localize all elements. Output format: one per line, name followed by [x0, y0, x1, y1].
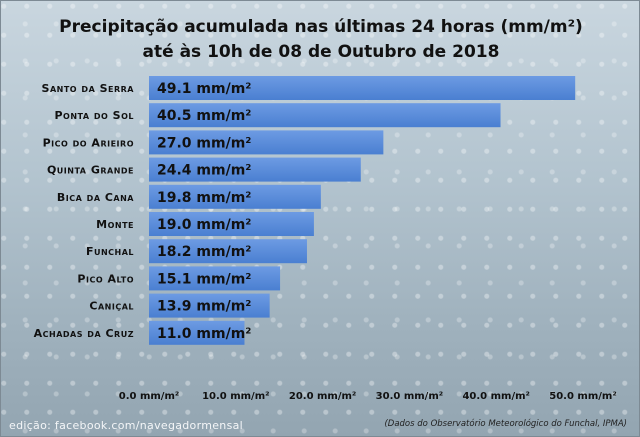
x-tick-label-5: 50.0 mm/m²: [549, 391, 616, 402]
bar-4: [149, 184, 321, 209]
data-label-5: 19.0 mm/m²: [157, 217, 251, 233]
bar-2: [149, 130, 384, 155]
category-label-9: Achadas da Cruz: [34, 327, 134, 340]
category-label-1: Ponta do Sol: [54, 109, 134, 122]
bar-3: [149, 157, 361, 182]
category-label-4: Bica da Cana: [57, 191, 134, 204]
x-tick-label-3: 30.0 mm/m²: [376, 391, 443, 402]
data-label-9: 11.0 mm/m²: [157, 326, 251, 342]
category-label-6: Funchal: [86, 245, 134, 258]
bar-0: [149, 76, 576, 100]
bar-1: [149, 103, 501, 128]
bar-6: [149, 239, 307, 264]
credit-text: edição: facebook.com/navegadormensal: [9, 419, 244, 432]
bar-7: [149, 266, 281, 291]
title-line-1: Precipitação acumulada nas últimas 24 ho…: [59, 17, 583, 37]
x-tick-label-1: 10.0 mm/m²: [202, 391, 269, 402]
x-tick-label-4: 40.0 mm/m²: [462, 391, 529, 402]
data-label-3: 24.4 mm/m²: [157, 163, 251, 179]
category-label-2: Pico do Arieiro: [43, 136, 134, 149]
category-label-3: Quinta Grande: [47, 164, 134, 177]
data-label-4: 19.8 mm/m²: [157, 190, 251, 206]
bar-9: [149, 320, 245, 345]
data-label-0: 49.1 mm/m²: [157, 81, 251, 97]
data-label-6: 18.2 mm/m²: [157, 244, 251, 260]
bar-8: [149, 293, 270, 318]
source-note: (Dados do Observatório Meteorológico do …: [384, 419, 627, 429]
title-line-2: até às 10h de 08 de Outubro de 2018: [142, 42, 500, 62]
data-label-1: 40.5 mm/m²: [157, 108, 251, 124]
chart-title: Precipitação acumulada nas últimas 24 ho…: [1, 15, 639, 65]
category-label-5: Monte: [96, 218, 134, 231]
data-label-8: 13.9 mm/m²: [157, 299, 251, 315]
data-label-7: 15.1 mm/m²: [157, 271, 251, 287]
category-label-7: Pico Alto: [77, 272, 134, 285]
x-tick-label-2: 20.0 mm/m²: [289, 391, 356, 402]
category-label-8: Caniçal: [89, 300, 134, 313]
x-tick-label-0: 0.0 mm/m²: [119, 391, 180, 402]
category-label-0: Santo da Serra: [42, 82, 135, 95]
data-label-2: 27.0 mm/m²: [157, 135, 251, 151]
bar-5: [149, 212, 314, 236]
